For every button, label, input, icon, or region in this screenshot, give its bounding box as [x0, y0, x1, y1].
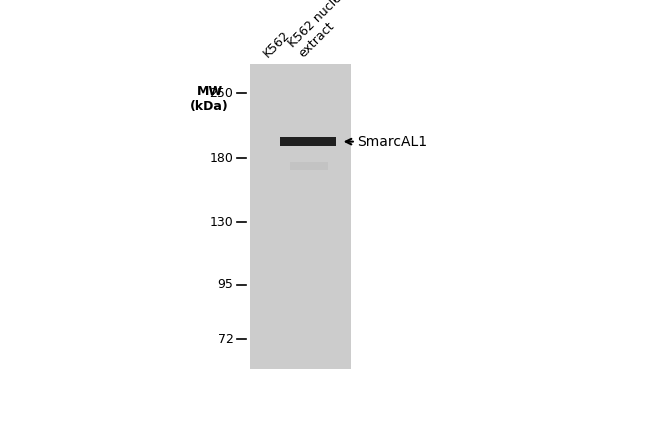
Text: K562: K562 [261, 29, 292, 60]
Text: K562 nuclear
extract: K562 nuclear extract [285, 0, 364, 60]
Text: 72: 72 [218, 333, 233, 346]
FancyBboxPatch shape [250, 64, 351, 369]
Text: SmarcAL1: SmarcAL1 [358, 135, 428, 149]
Text: MW
(kDa): MW (kDa) [190, 85, 229, 113]
FancyBboxPatch shape [280, 137, 335, 146]
Text: 130: 130 [210, 216, 233, 229]
Text: 180: 180 [209, 151, 233, 165]
Text: 95: 95 [218, 278, 233, 291]
Text: 250: 250 [209, 87, 233, 100]
FancyBboxPatch shape [291, 162, 328, 170]
